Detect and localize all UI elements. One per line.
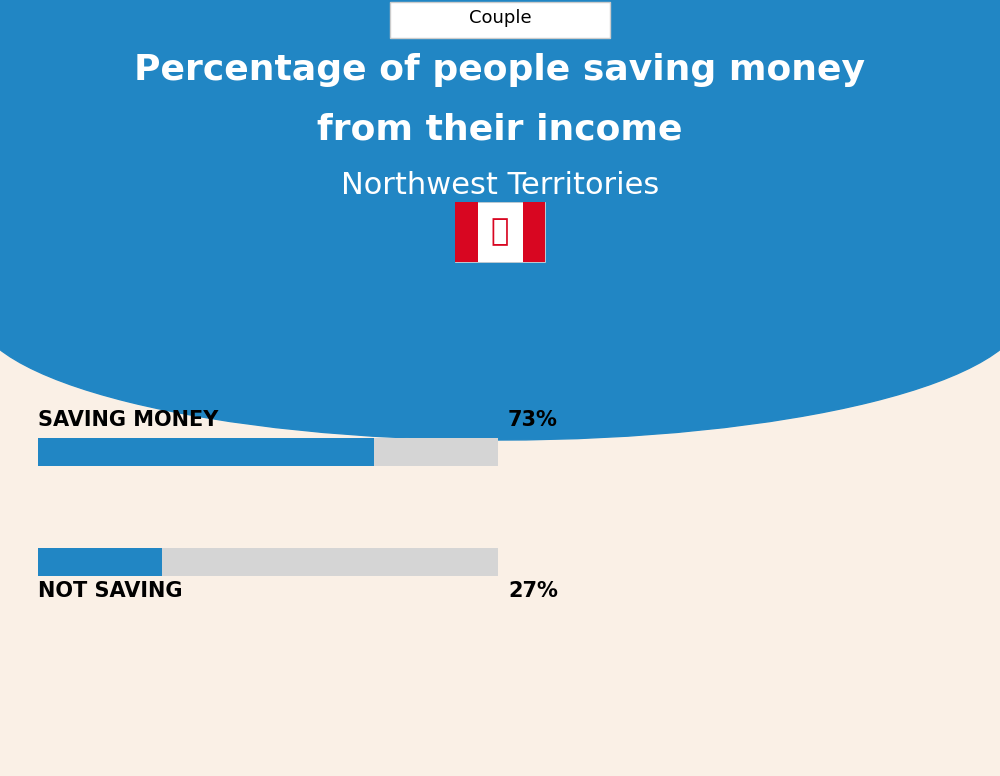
FancyBboxPatch shape — [455, 202, 478, 262]
Text: 73%: 73% — [508, 410, 558, 430]
FancyBboxPatch shape — [38, 548, 162, 576]
Text: from their income: from their income — [317, 113, 683, 147]
FancyBboxPatch shape — [522, 202, 545, 262]
Text: Couple: Couple — [469, 9, 531, 27]
Text: 27%: 27% — [508, 581, 558, 601]
FancyBboxPatch shape — [455, 202, 545, 262]
Text: Northwest Territories: Northwest Territories — [341, 171, 659, 199]
Ellipse shape — [0, 180, 1000, 440]
FancyBboxPatch shape — [390, 2, 610, 38]
FancyBboxPatch shape — [38, 438, 498, 466]
Text: 🍁: 🍁 — [491, 217, 509, 247]
Text: Percentage of people saving money: Percentage of people saving money — [134, 53, 866, 87]
FancyBboxPatch shape — [0, 0, 1000, 310]
FancyBboxPatch shape — [38, 548, 498, 576]
Text: SAVING MONEY: SAVING MONEY — [38, 410, 218, 430]
Text: NOT SAVING: NOT SAVING — [38, 581, 182, 601]
FancyBboxPatch shape — [38, 438, 374, 466]
